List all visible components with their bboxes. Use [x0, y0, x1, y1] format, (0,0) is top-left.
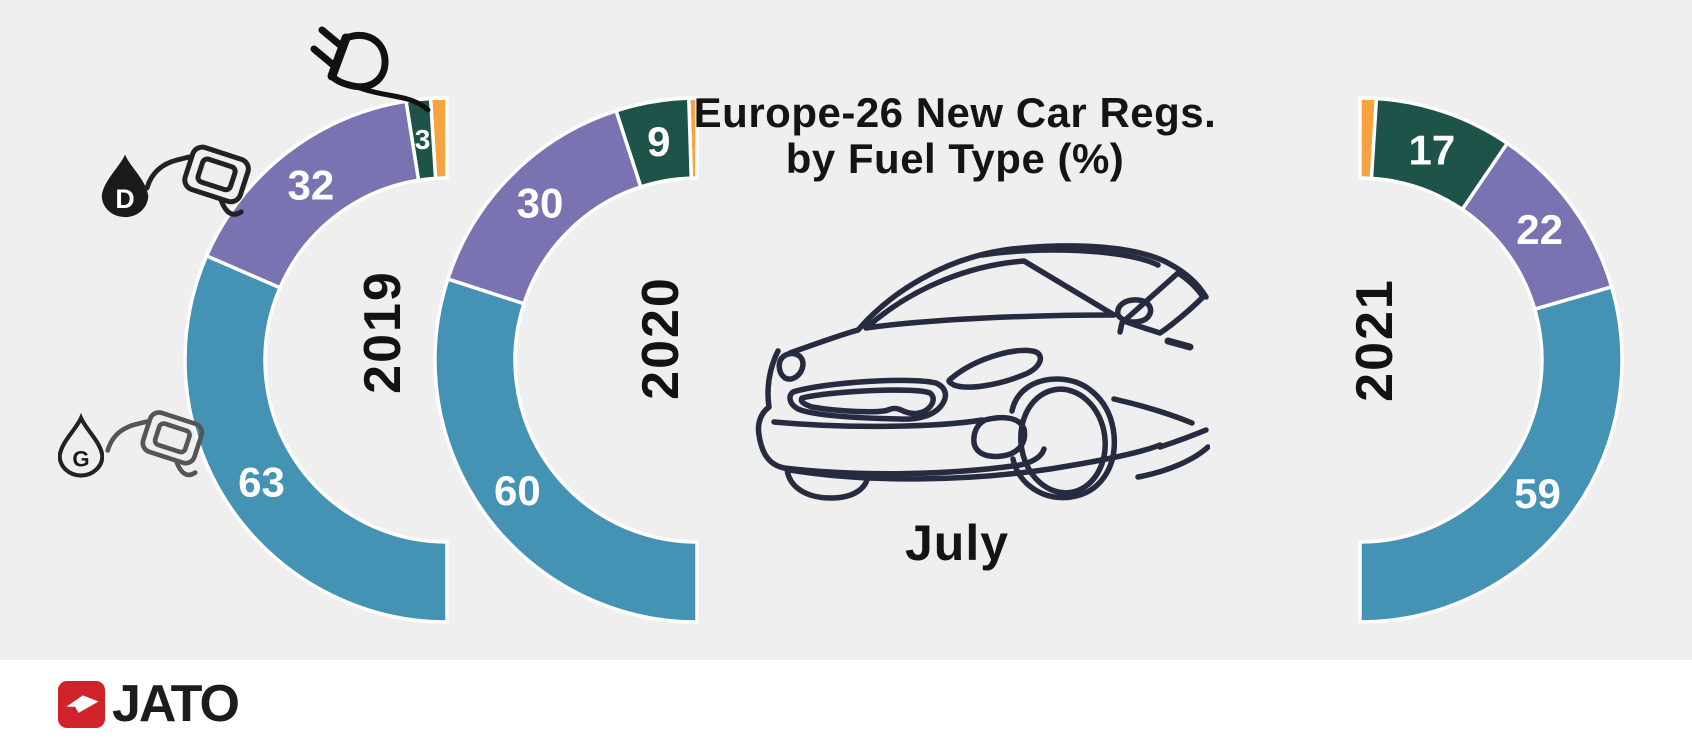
jato-logo-mark: [58, 681, 105, 728]
car-side-window: [1121, 270, 1206, 336]
year-label-2020: 2020: [632, 276, 690, 400]
month-label: July: [904, 515, 1010, 571]
gasoline-pump-icon: [105, 410, 205, 478]
gasoline-drop-icon: G: [58, 412, 104, 478]
car-illustration: [755, 243, 1210, 501]
car-rear-wheel-arch: [1009, 376, 1118, 501]
gasoline-letter: G: [72, 447, 89, 472]
car-grille: [787, 377, 949, 422]
jato-arrow-icon: [65, 694, 99, 713]
car-mirror: [1115, 297, 1154, 325]
jato-logo-text: JATO: [112, 675, 240, 733]
plug-lead-line: [357, 85, 431, 113]
diesel-pump-icon: [144, 144, 251, 217]
diesel-letter: D: [115, 184, 134, 214]
car-rear-wheel: [1018, 386, 1108, 496]
car-bumper: [755, 348, 1047, 477]
diesel-drop-icon: D: [101, 154, 149, 218]
car-headlight: [946, 347, 1044, 390]
chart-title-line1: Europe-26 New Car Regs.: [693, 89, 1217, 136]
year-label-2021: 2021: [1346, 278, 1404, 402]
car-windshield: [863, 258, 1117, 331]
year-label-2019: 2019: [354, 270, 412, 394]
jato-logo: JATO: [58, 675, 240, 733]
chart-title: Europe-26 New Car Regs. by Fuel Type (%): [635, 90, 1275, 182]
electric-plug-icon: [310, 26, 431, 113]
footer-band: [0, 660, 1692, 753]
car-roofline: [855, 243, 1209, 333]
chart-title-line2: by Fuel Type (%): [785, 135, 1125, 182]
car-front-wheel: [784, 466, 871, 501]
